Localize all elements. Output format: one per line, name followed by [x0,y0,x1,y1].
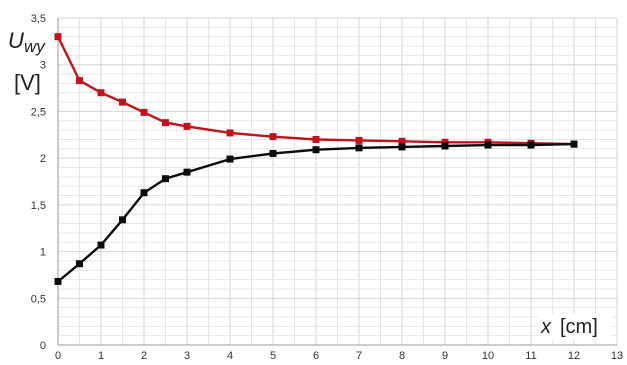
x-tick-label: 3 [184,350,190,362]
y-tick-label: 1,5 [31,200,46,212]
data-point-marker [76,260,83,268]
data-point-marker [570,140,578,148]
series-line [56,36,575,146]
data-point-marker [355,136,363,144]
x-tick-label: 1 [98,350,104,362]
x-axis-label-var: x [540,316,552,338]
y-axis-unit-label: [V] [14,70,41,95]
data-point-marker [54,33,62,41]
y-tick-label: 3,5 [31,13,46,25]
data-point-marker [54,277,62,285]
x-tick-label: 12 [568,350,580,362]
y-tick-label: 2 [40,153,46,165]
axes [57,18,617,346]
data-point-marker [140,189,148,197]
y-tick-label: 3 [40,60,46,72]
data-point-marker [97,89,105,97]
x-tick-label: 5 [270,350,276,362]
data-point-marker [269,133,277,141]
y-axis-label-main: U [8,28,24,53]
x-tick-label: 6 [313,350,319,362]
data-point-marker [441,138,449,146]
data-point-marker [355,144,363,152]
data-point-marker [226,155,234,163]
data-point-marker [312,135,320,143]
series-1 [54,140,578,285]
y-axis-label-subscript: wy [24,37,46,56]
y-tick-label: 1 [40,247,46,259]
x-tick-label: 13 [611,350,623,362]
data-point-marker [119,216,126,224]
data-point-marker [140,108,148,116]
data-point-marker [119,98,126,106]
x-tick-label: 9 [442,350,448,362]
x-axis-label-background [538,314,612,340]
data-point-marker [269,149,277,157]
data-point-marker [527,141,535,149]
x-tick-label: 10 [482,350,494,362]
grid [57,17,618,346]
x-tick-label: 4 [227,350,233,362]
data-point-marker [183,168,191,176]
y-tick-label: 0 [40,340,46,352]
x-tick-label: 0 [55,350,61,362]
series-group [54,33,578,285]
data-point-marker [312,146,320,154]
x-tick-label: 7 [356,350,362,362]
data-point-marker [183,122,191,130]
data-point-marker [484,141,492,149]
data-point-marker [226,129,234,137]
data-point-marker [398,143,406,151]
x-tick-label: 11 [525,350,536,362]
data-point-marker [441,142,449,150]
data-point-marker [162,119,169,127]
x-tick-label: 2 [141,350,147,362]
y-tick-label: 2,5 [31,106,46,118]
series-line [57,142,575,283]
data-point-marker [162,175,169,183]
y-tick-label: 0,5 [31,293,46,305]
x-axis-unit-label: [cm] [560,316,598,338]
data-point-marker [97,241,105,249]
data-point-marker [398,137,406,145]
data-point-marker [76,77,83,85]
x-tick-label: 8 [399,350,405,362]
